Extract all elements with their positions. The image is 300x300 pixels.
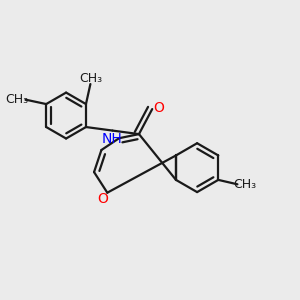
- Text: O: O: [153, 100, 164, 115]
- Text: CH₃: CH₃: [80, 72, 103, 85]
- Text: O: O: [98, 192, 108, 206]
- Text: NH: NH: [102, 132, 123, 146]
- Text: CH₃: CH₃: [233, 178, 256, 191]
- Text: CH₃: CH₃: [5, 93, 28, 106]
